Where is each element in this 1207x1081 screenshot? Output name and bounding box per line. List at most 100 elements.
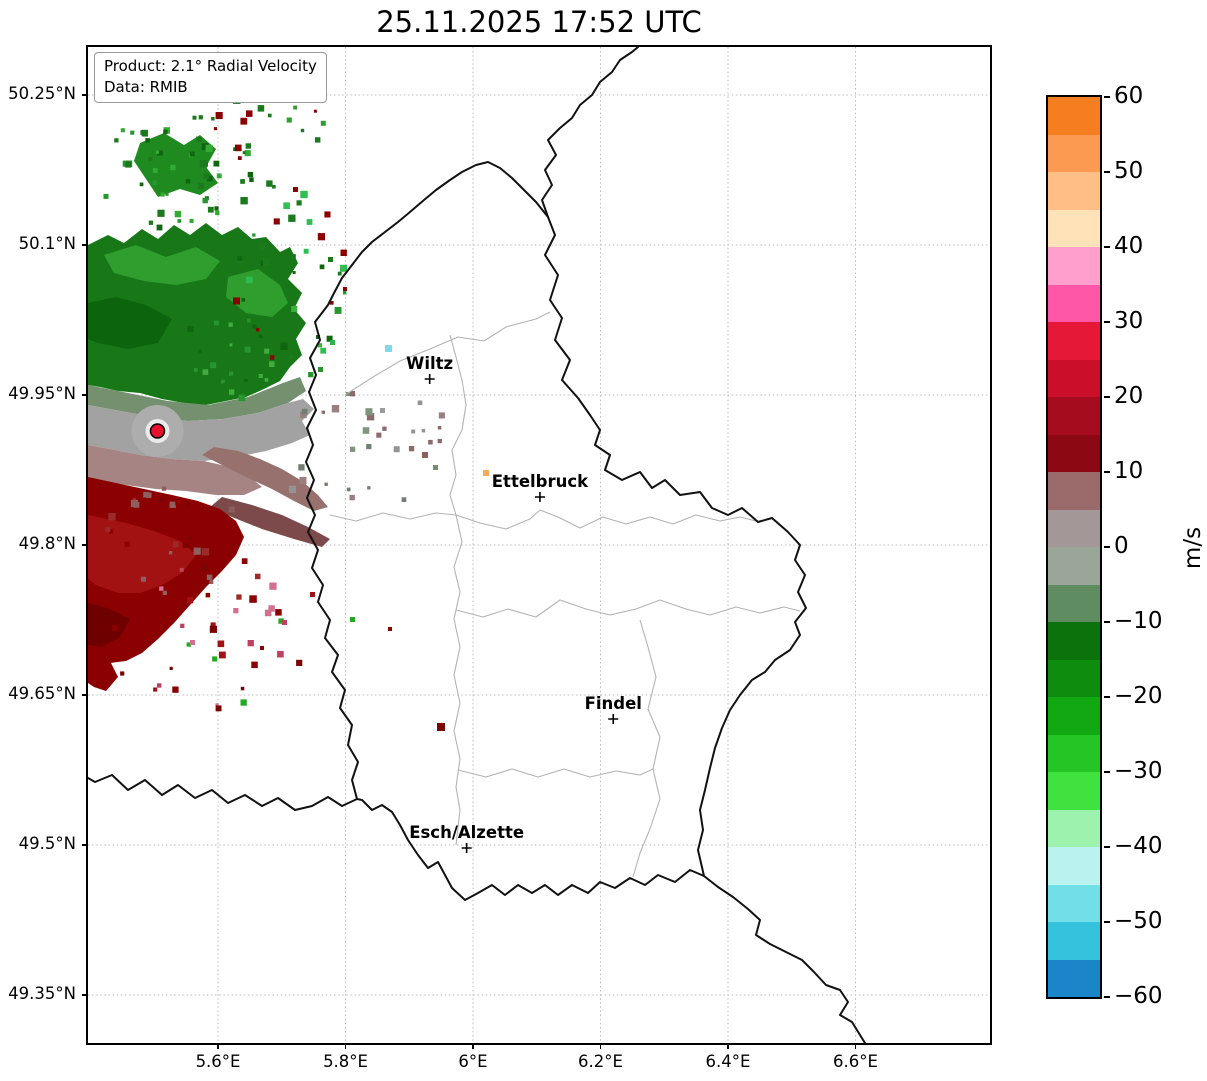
colorbar-segment: [1048, 172, 1100, 210]
echo-speckle: [244, 150, 251, 157]
echo-speckle: [185, 179, 191, 184]
x-tick-label: 6.6°E: [833, 1052, 878, 1071]
echo-speckle: [303, 248, 309, 254]
echo-speckle: [175, 501, 180, 506]
echo-speckle: [206, 175, 213, 182]
colorbar-segment: [1048, 434, 1100, 473]
echo-red-light: [88, 515, 196, 593]
x-tick-mark: [727, 1045, 729, 1049]
echo-speckle: [157, 683, 162, 688]
x-tick-mark: [854, 1045, 857, 1049]
colorbar-segment: [1048, 547, 1100, 585]
echo-speckle: [269, 582, 277, 590]
canton-line: [329, 509, 757, 530]
echo-speckle: [433, 465, 438, 470]
echo-speckle: [401, 497, 407, 502]
y-tick-mark: [82, 244, 86, 246]
colorbar-segment: [1048, 322, 1100, 360]
y-tick-mark: [82, 394, 86, 396]
echo-speckle: [174, 210, 182, 218]
echo-speckle: [161, 486, 167, 491]
echo-speckle: [120, 671, 125, 676]
echo-speckle: [376, 432, 382, 438]
data-source-label: Data: RMIB: [104, 78, 188, 96]
echo-speckle: [421, 428, 426, 433]
echo-speckle: [198, 115, 203, 120]
y-tick-label: 49.95°N: [8, 384, 76, 403]
echo-speckle: [313, 109, 317, 113]
echo-speckle: [310, 592, 315, 597]
echo-speckle: [216, 173, 222, 179]
colorbar-segment: [1048, 659, 1100, 698]
echo-speckles: [103, 55, 489, 731]
echo-speckle: [346, 487, 351, 492]
colorbar-tick-mark: [1104, 471, 1110, 473]
colorbar-tick-label: −10: [1114, 608, 1163, 634]
x-tick-label: 6.2°E: [578, 1052, 623, 1071]
city-label: Wiltz: [406, 354, 453, 373]
echo-speckle: [163, 129, 168, 135]
echo-speckle: [200, 564, 208, 572]
echo-speckle: [296, 200, 302, 206]
echo-speckle: [240, 197, 248, 205]
canton-line: [632, 619, 661, 878]
radar-site: [149, 423, 166, 439]
echo-speckle: [124, 541, 130, 547]
echo-speckle: [214, 320, 219, 326]
echo-speckle: [277, 650, 284, 658]
echo-speckle: [385, 345, 392, 352]
echo-speckle: [165, 192, 169, 196]
echo-speckle: [428, 439, 433, 445]
colorbar-tick-mark: [1104, 921, 1110, 923]
echo-speckle: [233, 608, 239, 614]
echo-speckle: [249, 595, 257, 603]
echo-speckle: [130, 130, 135, 135]
echo-speckle: [286, 117, 292, 123]
canton-line: [344, 311, 551, 396]
france-germany-border: [703, 875, 866, 1043]
echo-speckle: [140, 130, 145, 135]
echo-speckle: [203, 173, 210, 180]
colorbar: [1046, 95, 1102, 999]
echo-speckle: [205, 592, 211, 598]
y-tick-label: 49.5°N: [18, 834, 76, 853]
colorbar-tick-label: −30: [1114, 758, 1163, 784]
echo-speckle: [182, 542, 189, 548]
echo-speckle: [169, 501, 176, 508]
city-marker: [608, 714, 619, 724]
echo-speckle: [291, 305, 298, 312]
echo-speckle: [264, 609, 272, 617]
city-label: Esch/Alzette: [409, 823, 524, 842]
y-tick-mark: [82, 544, 86, 546]
x-tick-label: 6°E: [458, 1052, 488, 1071]
canton-borders: [329, 311, 801, 878]
colorbar-tick-label: −50: [1114, 908, 1163, 934]
city-marker: [534, 492, 545, 502]
colorbar-segment: [1048, 97, 1100, 135]
echo-speckle: [270, 355, 275, 360]
echo-speckle: [266, 180, 273, 187]
city-label: Findel: [585, 694, 642, 713]
x-tick-mark: [472, 1045, 474, 1049]
echo-speckle: [105, 527, 111, 532]
echo-speckle: [145, 138, 150, 143]
luxembourg-border: [305, 161, 807, 901]
echo-speckle: [317, 233, 325, 241]
echo-speckle: [153, 687, 158, 692]
echo-speckle: [380, 408, 385, 413]
colorbar-segment: [1048, 359, 1100, 398]
colorbar-tick-label: −40: [1114, 833, 1163, 859]
echo-speckle: [258, 374, 263, 378]
echo-speckle: [215, 112, 223, 120]
echo-speckle: [258, 334, 263, 338]
echo-speckle: [240, 179, 245, 184]
echo-maroon-finger: [210, 497, 330, 547]
echo-speckle: [114, 138, 119, 143]
echo-speckle: [181, 605, 186, 609]
echo-speckle: [298, 464, 305, 471]
echo-speckle: [235, 144, 242, 152]
echo-speckle: [366, 413, 375, 421]
echo-speckle: [350, 617, 355, 622]
echo-speckle: [189, 218, 194, 223]
